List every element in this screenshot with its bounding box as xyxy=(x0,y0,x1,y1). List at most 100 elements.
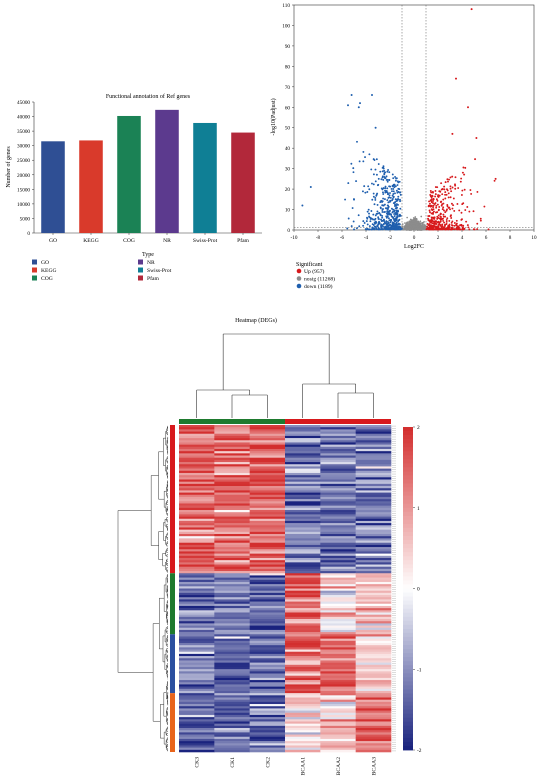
heatmap-cell xyxy=(214,483,250,487)
heatmap-cell xyxy=(285,584,321,587)
volcano-point-up xyxy=(444,191,447,194)
volcano-point-up xyxy=(444,228,447,231)
heatmap-cell xyxy=(214,542,250,546)
heatmap-cell xyxy=(285,603,321,607)
volcano-point-down xyxy=(393,201,396,204)
heatmap-cell xyxy=(179,653,215,657)
heatmap-cell xyxy=(249,586,286,589)
volcano-point-down xyxy=(393,210,396,213)
volcano-point-up xyxy=(451,175,454,178)
volcano-point-down xyxy=(397,197,400,200)
heatmap-cell xyxy=(249,477,286,480)
heatmap-cell xyxy=(179,708,215,711)
heatmap-cell xyxy=(179,446,215,450)
heatmap-cell xyxy=(320,525,356,528)
heatmap-cell xyxy=(249,494,286,498)
heatmap-cell xyxy=(355,555,392,559)
volcano-xtick-label: 4 xyxy=(461,235,464,241)
heatmap-cell xyxy=(179,584,215,587)
volcano-point-up xyxy=(445,222,448,225)
volcano-point-down xyxy=(372,158,375,161)
heatmap-cell xyxy=(355,730,392,733)
volcano-point-down xyxy=(378,222,381,225)
heatmap-cell xyxy=(285,577,321,581)
bar-legend-swatch xyxy=(138,259,143,265)
heatmap-cell xyxy=(320,595,356,598)
heatmap-cell xyxy=(355,629,392,633)
volcano-point-down xyxy=(352,171,355,174)
heatmap-cell xyxy=(285,719,321,722)
heatmap-cell xyxy=(285,492,321,496)
colorbar-segment xyxy=(403,721,413,727)
heatmap-cell xyxy=(355,455,392,458)
heatmap-cell xyxy=(355,597,392,600)
volcano-point-down xyxy=(388,196,391,199)
colorbar-segment xyxy=(403,592,413,597)
colorbar-segment xyxy=(403,511,413,517)
volcano-point-down xyxy=(393,215,396,218)
heatmap-cell xyxy=(249,730,286,733)
colorbar-segment xyxy=(403,640,413,646)
heatmap-cell xyxy=(285,488,321,491)
heatmap-cell xyxy=(320,590,356,594)
heatmap-cell xyxy=(249,571,286,574)
volcano-point-up xyxy=(468,210,471,213)
bar-swissprot xyxy=(193,122,217,233)
heatmap-cell xyxy=(249,429,286,432)
volcano-point-up xyxy=(439,218,442,221)
volcano-point-up xyxy=(434,228,437,231)
volcano-point-down xyxy=(362,224,365,227)
volcano-point-up xyxy=(456,203,459,205)
volcano-point-down xyxy=(367,208,370,211)
volcano-point-up xyxy=(432,213,434,215)
volcano-point-up xyxy=(448,178,451,181)
heatmap-cell xyxy=(214,529,250,533)
heatmap-cell xyxy=(355,527,392,530)
heatmap-cell xyxy=(285,697,321,700)
heatmap-cell xyxy=(285,551,321,554)
heatmap-cell xyxy=(355,516,392,520)
heatmap-cell xyxy=(249,427,286,430)
colorbar-segment xyxy=(403,503,413,509)
volcano-point-down xyxy=(386,178,389,181)
volcano-ytick-label: 70 xyxy=(285,85,291,91)
volcano-point-up xyxy=(427,219,430,221)
volcano-point-down xyxy=(374,180,377,183)
volcano-point-nosig xyxy=(423,220,425,223)
colorbar-segment xyxy=(403,519,413,525)
heatmap-cell xyxy=(320,435,356,439)
volcano-point-down xyxy=(368,228,371,231)
heatmap-cell xyxy=(320,712,356,716)
heatmap-cell xyxy=(285,673,321,676)
row-cluster-bar-segment xyxy=(170,425,175,574)
colorbar-segment xyxy=(403,443,413,448)
heatmap-cell xyxy=(249,749,286,753)
heatmap-cell xyxy=(285,494,321,498)
heatmap-cell xyxy=(249,627,286,631)
volcano-point-down xyxy=(399,228,402,231)
volcano-point-down xyxy=(381,166,384,169)
heatmap-cell xyxy=(285,455,321,458)
volcano-point-down xyxy=(387,169,390,171)
heatmap-cell xyxy=(249,699,286,703)
heatmap-cell xyxy=(214,438,250,441)
heatmap-cell xyxy=(320,433,356,437)
volcano-point-nosig xyxy=(419,228,422,230)
heatmap-cell xyxy=(179,507,215,511)
volcano-point-up xyxy=(430,196,433,199)
heatmap-cell xyxy=(249,490,286,493)
heatmap-cell xyxy=(355,649,392,653)
heatmap-cell xyxy=(214,629,250,633)
heatmap-cell xyxy=(320,536,356,539)
heatmap-cell xyxy=(285,653,321,657)
heatmap-cell xyxy=(179,627,215,631)
heatmap-cell xyxy=(355,568,392,572)
heatmap-cell xyxy=(249,738,286,742)
heatmap-cell xyxy=(355,749,392,753)
heatmap-cell xyxy=(285,568,321,572)
heatmap-cell xyxy=(285,486,321,489)
heatmap-cell xyxy=(285,669,321,672)
volcano-point-up xyxy=(430,212,433,215)
heatmap-cell xyxy=(285,743,321,746)
volcano-xtick-label: -6 xyxy=(340,235,345,241)
